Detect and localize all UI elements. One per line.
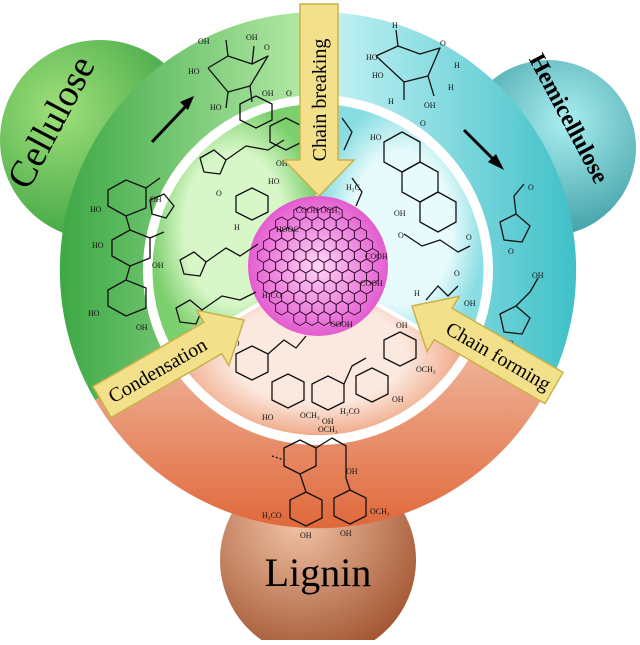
- xylose-h3: H: [454, 61, 460, 70]
- glucose-ho: HO: [188, 67, 200, 76]
- chain-breaking-arrow: Chain breaking: [282, 3, 356, 198]
- core-label-cooh-right2: COOH: [360, 279, 383, 288]
- lignin-och3-2: OCH₃: [370, 507, 390, 516]
- lignin-polymer: OCH₃ OH H₃CO OCH₃ OH OH: [262, 425, 390, 540]
- hemi-h: H: [414, 289, 420, 298]
- chain-oh-1: OH: [150, 195, 162, 204]
- core-label-hooc: HOOC: [276, 225, 299, 234]
- xylose-ho-1: HO: [366, 53, 378, 62]
- green-oh-2: OH: [276, 159, 288, 168]
- chain-ho-1: HO: [90, 205, 102, 214]
- furfural: O O: [499, 183, 534, 256]
- hemicellulose-structures: H HO HO O H OH H H O O OH O: [341, 21, 544, 348]
- lignin-oh-2: OH: [300, 531, 312, 540]
- middle-ring: [148, 99, 488, 440]
- green-h: H: [234, 223, 240, 232]
- furfural-ring-o: O: [508, 247, 514, 256]
- hemi-o-2: O: [398, 231, 404, 240]
- carbon-core: [248, 196, 388, 336]
- cellulose-arrow-head: [180, 96, 194, 110]
- xylose-oh: OH: [424, 101, 436, 110]
- xylose-h2: H: [388, 97, 394, 106]
- cellulose-arrow: [150, 102, 190, 144]
- green-o-2: O: [216, 189, 222, 198]
- green-oh-1: HO: [268, 177, 280, 186]
- monomer-oh-3: OH: [392, 395, 404, 404]
- lignin-h3co: H₃CO: [262, 511, 282, 520]
- hemi-o-1: O: [420, 119, 426, 128]
- hemi-h3c: H₃C: [346, 183, 360, 192]
- chain-ho-3: HO: [88, 309, 100, 318]
- carbon-hexagon: [347, 300, 361, 316]
- glucose-chair: OH OH O HO OH HO: [188, 33, 274, 112]
- hemicellulose-arrow: [462, 128, 498, 164]
- hemicellulose-arrow-head: [488, 154, 504, 170]
- green-o-1: O: [286, 89, 292, 98]
- carbon-network: [256, 205, 380, 327]
- glucose-o: O: [264, 43, 270, 52]
- chain-ho-2: HO: [92, 241, 104, 250]
- xylose-chair: H HO HO O H OH H H: [366, 21, 460, 110]
- cellulose-chain: HO HO HO OH OH OH: [88, 177, 165, 332]
- furfural-o: O: [528, 183, 534, 192]
- middle-ring-orange: [170, 267, 466, 440]
- glucose-oh-2: OH: [246, 33, 258, 42]
- monomer-oh-2: OH: [322, 417, 334, 426]
- hemicellulose-intermediates: O HO H₃C OH O O H O OH: [341, 117, 476, 308]
- monomer-och3-2: OCH₃: [416, 365, 436, 374]
- furfuryl-oh: OH: [532, 271, 544, 280]
- hemi-oh-1: OH: [394, 209, 406, 218]
- core-label-cooh-bottom: COOH: [330, 320, 353, 329]
- monomer-oh-4: OH: [396, 321, 408, 330]
- lignin-structures: OCH₃ OH H₃CO OCH₃ OH OH HO HO OCH₃ OH H₃…: [228, 321, 436, 540]
- lignin-label: Lignin: [265, 550, 372, 595]
- hemi-o-3: O: [466, 233, 472, 242]
- chain-oh-2: OH: [152, 261, 164, 270]
- glucose-ho-2: HO: [210, 103, 222, 112]
- monomer-oh: HO: [262, 413, 274, 422]
- lignin-oh: OH: [346, 467, 358, 476]
- cellulose-structures: OH OH O HO OH HO HO HO HO OH OH OH: [88, 33, 303, 332]
- chain-oh-3: OH: [136, 323, 148, 332]
- monomer-och3: OCH₃: [300, 411, 320, 420]
- lignin-och3-1: OCH₃: [318, 425, 338, 434]
- xylose-o: O: [440, 39, 446, 48]
- monomer-h3co: H₃CO: [340, 407, 360, 416]
- xylose-h4: H: [448, 83, 454, 92]
- glucose-oh-1: OH: [198, 37, 210, 46]
- carbon-hexagon: [329, 310, 343, 327]
- hemi-oh-2: OH: [464, 299, 476, 308]
- chain-breaking-label: Chain breaking: [309, 39, 331, 162]
- lignin-oh-3: OH: [340, 529, 352, 538]
- core-labels: COOH OCH₃ HOOC COOH COOH H₃CO COOH: [262, 206, 388, 329]
- xylose-ho-2: HO: [372, 71, 384, 80]
- hemi-o-4: O: [454, 269, 460, 278]
- core-label-top: COOH OCH₃: [296, 206, 341, 215]
- glucose-oh-3: OH: [262, 89, 274, 98]
- hemi-ho: HO: [370, 133, 382, 142]
- core-label-cooh-right: COOH: [365, 252, 388, 261]
- core-label-h3co: H₃CO: [262, 291, 282, 300]
- xylose-h: H: [392, 21, 398, 30]
